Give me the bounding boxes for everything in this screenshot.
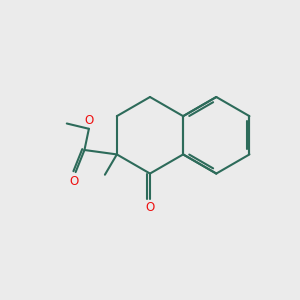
Text: O: O (85, 114, 94, 127)
Text: O: O (70, 175, 79, 188)
Text: O: O (146, 201, 154, 214)
